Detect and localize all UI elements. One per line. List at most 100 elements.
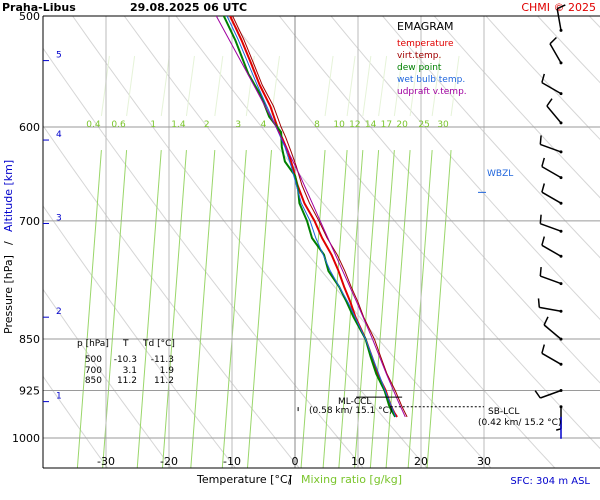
mixing-ratio-line (161, 149, 187, 468)
mixing-ratio-line (247, 149, 272, 468)
ml-ccl-detail: (0.58 km/ 15.1 °C) (309, 406, 392, 416)
altitude-tick-label: 1 (56, 392, 62, 402)
mixing-ratio-label: 12 (349, 120, 360, 130)
wind-barb-origin (559, 309, 563, 313)
wind-barb-feather (539, 267, 542, 277)
wind-barb-origin (559, 362, 563, 366)
parcel-markers (297, 191, 486, 412)
wind-barb-staff (541, 165, 562, 179)
dry-adiabat (43, 124, 300, 468)
mixing-ratio-line-upper (378, 55, 388, 117)
mixing-ratio-line (426, 149, 452, 468)
y-axis-title-altitude: Altitude [km] (2, 160, 15, 232)
mixing-ratio-line (385, 149, 411, 468)
wind-barb-staff (539, 306, 562, 312)
wind-barb-origin (559, 337, 563, 341)
mixing-ratio-label: 14 (365, 120, 377, 130)
dry-adiabat (485, 16, 600, 141)
table-cell: -10.3 (114, 355, 137, 365)
wind-barb-feather (549, 36, 557, 45)
wind-barb (541, 236, 563, 258)
wind-barb (539, 267, 563, 286)
legend: EMAGRAM temperature virt.temp. dew point… (397, 20, 467, 97)
mixing-ratio-line-upper (346, 55, 356, 117)
altitude-tick-label: 4 (56, 130, 62, 140)
mixing-ratio-line-upper (271, 55, 280, 117)
wind-barb-feather (541, 157, 546, 167)
wind-barb-feather (539, 214, 542, 224)
mixing-ratio-label: 25 (418, 120, 429, 130)
dry-adiabat (43, 375, 109, 468)
wind-barb-staff (541, 191, 562, 204)
wind-barb-origin (559, 389, 563, 392)
table-cell: 700 (85, 366, 102, 376)
table-cell: 850 (85, 376, 102, 386)
wind-barb-staff (541, 81, 562, 95)
mixing-ratio-line (369, 149, 395, 468)
wind-barb-staff (541, 244, 562, 257)
pressure-temperature-grid (42, 15, 600, 469)
wind-barb-origin (559, 254, 563, 258)
mixing-ratio-line-upper (185, 55, 195, 117)
mixing-ratio-line-upper (245, 55, 255, 117)
dry-adiabat (536, 16, 600, 84)
mixing-ratio-line (322, 149, 348, 468)
mixing-ratio-label: 3 (235, 120, 241, 130)
mixing-ratio-label: 20 (396, 120, 408, 130)
sb-lcl-label: SB-LCL (488, 407, 519, 417)
mixing-ratio-label: 10 (333, 120, 345, 130)
x-tick-label: 30 (477, 455, 491, 468)
dry-adiabat (43, 47, 364, 468)
wind-barb-feather (546, 98, 553, 107)
wind-barb-origin (559, 282, 563, 286)
wind-barb-feather (541, 236, 546, 246)
x-axis-title-temperature: Temperature [°C] (196, 473, 292, 486)
wind-barb-origin (559, 201, 563, 205)
wind-barb (556, 4, 566, 32)
table-cell: -11.3 (151, 355, 174, 365)
table-cell: 1.9 (160, 366, 175, 376)
wind-barb-feather (556, 428, 562, 431)
station-name: Praha-Libus (2, 1, 76, 14)
table-header-td: Td [°C] (142, 339, 175, 349)
legend-item-temperature: temperature (397, 39, 454, 49)
dry-adiabat (278, 16, 600, 384)
altitude-tick-label: 2 (56, 307, 62, 317)
mixing-ratio-line-upper (100, 55, 110, 117)
wind-barb-origin (559, 121, 563, 125)
altitude-tick-label: 5 (56, 51, 62, 61)
dry-adiabats (43, 16, 600, 468)
dry-adiabat (43, 288, 173, 468)
wind-barb-feather (534, 390, 541, 399)
wind-barb-staff (540, 389, 562, 399)
mixing-ratio-label: 1.4 (171, 120, 186, 130)
wind-barb (534, 389, 563, 399)
wind-barb-staff (540, 222, 562, 232)
mixing-ratio-line (76, 149, 102, 468)
y-axis-title-separator: / (2, 241, 15, 245)
mixing-ratio-line (407, 149, 433, 468)
wind-barb-origin (559, 150, 563, 154)
series-wet-bulb-temp- (226, 16, 397, 418)
mixing-ratio-line (300, 149, 326, 468)
mixing-ratio-label: 2 (204, 120, 210, 130)
mixing-ratio-line-upper (214, 55, 224, 117)
x-tick-label: 20 (414, 455, 428, 468)
x-tick-label: 10 (351, 455, 365, 468)
wind-barb-feather (541, 344, 546, 354)
wind-barb-origin (559, 229, 563, 233)
wind-barb-staff (540, 275, 562, 285)
x-tick-label: -20 (160, 455, 178, 468)
mixing-ratio-line-upper (393, 55, 403, 117)
mixing-ratio-line (136, 149, 162, 468)
y-tick-label: 500 (19, 10, 40, 23)
mixing-ratio-label: 0.6 (111, 120, 126, 130)
mixing-ratio-line-upper (324, 55, 334, 117)
table-header-p: p [hPa] (77, 339, 109, 349)
y-tick-label: 1000 (12, 432, 40, 445)
sounding-table: p [hPa] T Td [°C] 500 -10.3 -11.3 700 3.… (77, 339, 175, 386)
mixing-ratio-line-upper (431, 55, 441, 117)
table-cell: 11.2 (117, 376, 137, 386)
wind-barb-feather (541, 73, 546, 83)
